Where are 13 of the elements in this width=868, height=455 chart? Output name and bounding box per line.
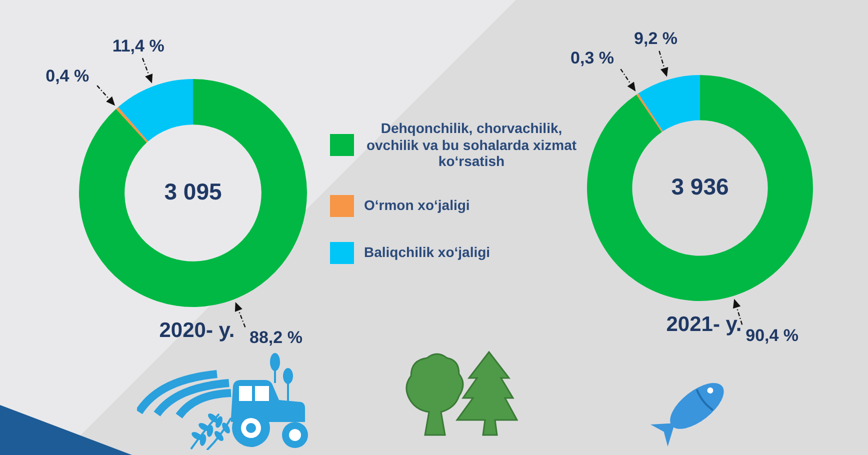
text: 2021- y. <box>666 312 742 336</box>
data-label: 0,3 % <box>570 48 614 68</box>
data-label: 9,2 % <box>634 29 678 48</box>
legend-label: Baliqchilik xo‘jaligi <box>364 244 490 261</box>
slice-label: Dehqonchilik, chorvachilik, ovchilik va bu sohalarda xizmat ko‘rsatish <box>365 120 578 170</box>
data-label: 88,2 % <box>250 328 302 348</box>
legend-label: O‘rmon xo‘jaligi <box>364 197 470 214</box>
text: 2020- y. <box>159 318 235 342</box>
data-label: 0,4 % <box>46 66 90 86</box>
text: 3 095 <box>164 178 222 204</box>
data-label: 90,4 % <box>746 326 799 345</box>
data-label: 11,4 % <box>112 36 164 56</box>
text: 3 936 <box>671 173 729 200</box>
